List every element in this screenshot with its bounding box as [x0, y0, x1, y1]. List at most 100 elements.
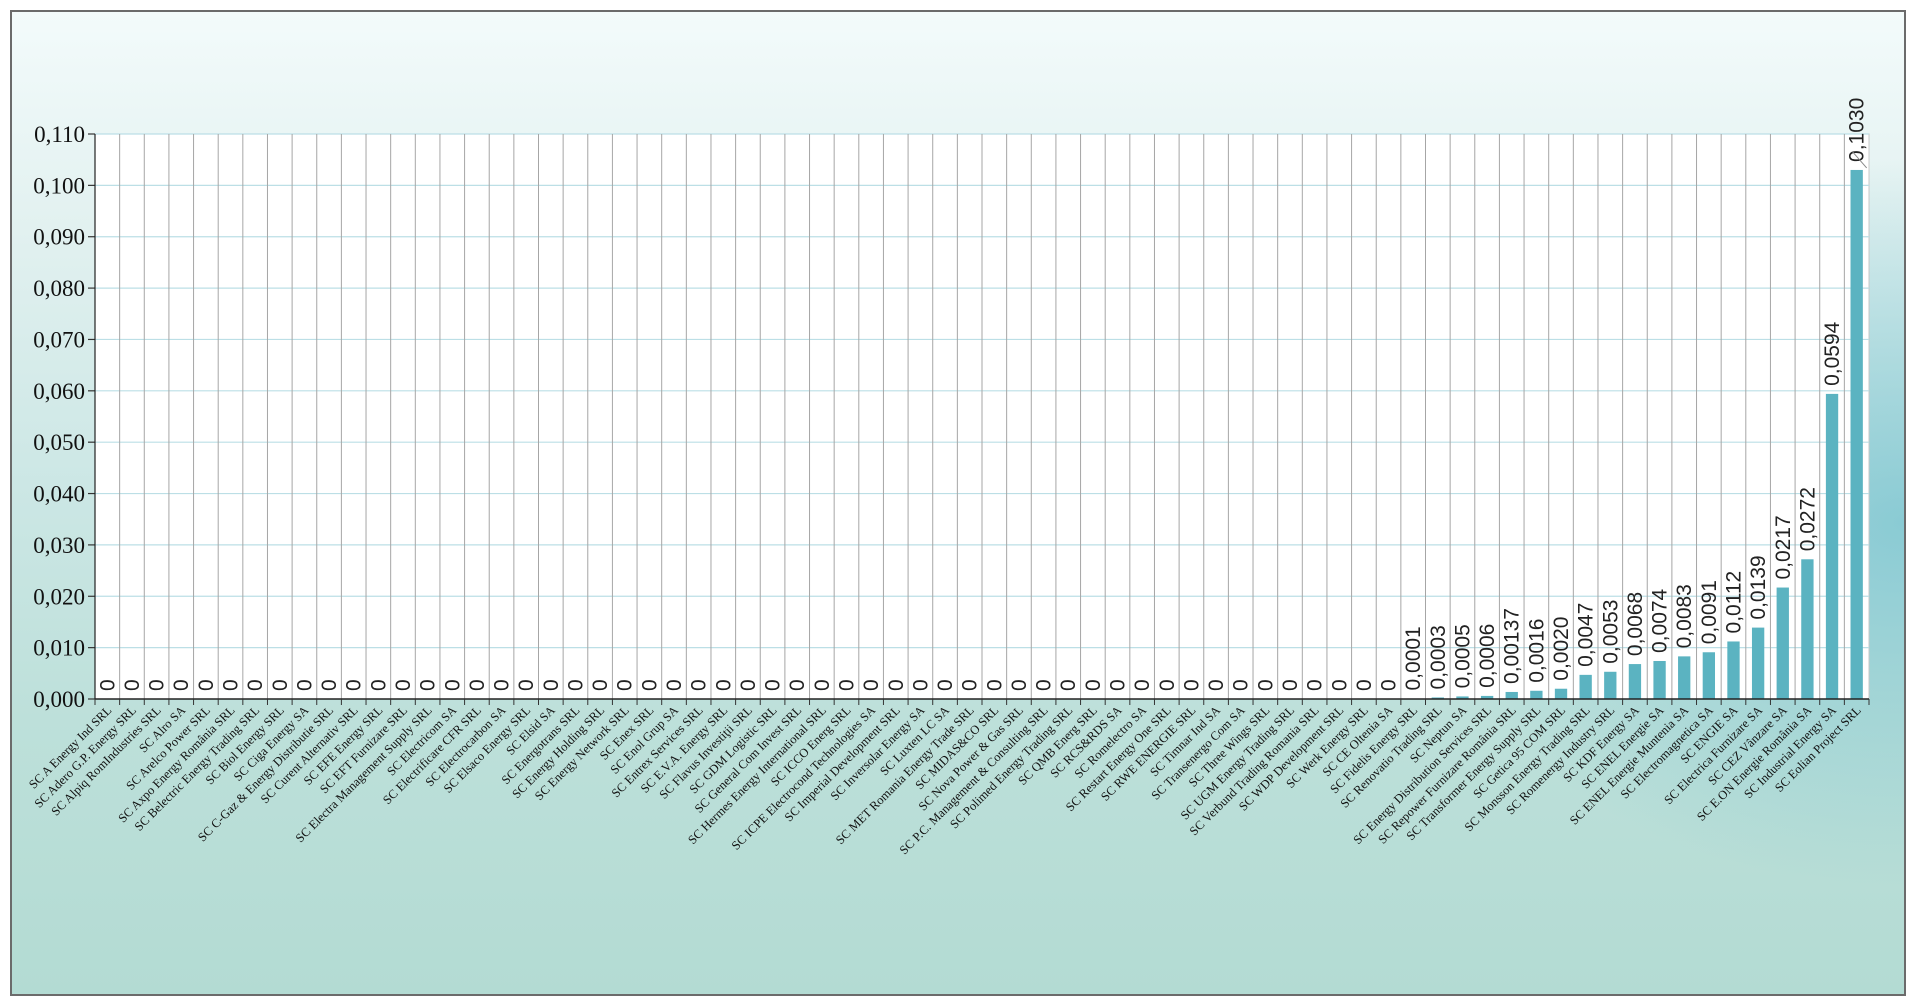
data-label: 0 [244, 679, 267, 691]
data-label: 0,0003 [1427, 625, 1450, 689]
data-label: 0 [1131, 679, 1154, 691]
category-separators [119, 134, 1845, 699]
bar [1505, 691, 1518, 699]
bar [1456, 696, 1469, 699]
data-label: 0 [1378, 679, 1401, 691]
data-label: 0,0053 [1599, 600, 1622, 664]
data-label: 0 [1353, 679, 1376, 691]
bar [1825, 393, 1839, 699]
y-tick-label: 0,000 [33, 687, 85, 712]
data-label: 0 [96, 679, 119, 691]
data-label: 0 [1107, 679, 1130, 691]
data-label: 0,0272 [1796, 487, 1819, 551]
bar [1653, 660, 1666, 699]
bar [1554, 688, 1568, 699]
data-label: 0,0112 [1722, 571, 1745, 634]
data-label: 0 [1156, 679, 1179, 691]
data-label: 0 [121, 679, 144, 691]
data-label: 0,0047 [1575, 603, 1598, 667]
bar [1579, 674, 1592, 699]
data-label: 0 [170, 679, 193, 691]
bar [1604, 671, 1617, 699]
bar [1776, 587, 1789, 699]
data-label: 0 [540, 679, 563, 691]
data-label: 0,0083 [1673, 584, 1696, 648]
bar [1727, 641, 1740, 699]
data-label: 0,0074 [1649, 588, 1672, 653]
data-label: 0 [614, 679, 637, 691]
bar [1751, 627, 1765, 699]
data-label: 0 [195, 679, 218, 691]
data-label: 0,0091 [1698, 580, 1721, 644]
data-label: 0 [367, 679, 390, 691]
y-tick-label: 0,050 [33, 430, 85, 455]
data-label: 0 [663, 679, 686, 691]
data-label: 0 [786, 679, 809, 691]
data-label: 0 [688, 679, 711, 691]
data-label: 0 [737, 679, 760, 691]
data-label: 0,00137 [1501, 608, 1524, 684]
data-label: 0,0139 [1747, 555, 1770, 619]
bar [1480, 695, 1494, 699]
data-label: 0 [1008, 679, 1031, 691]
y-tick-label: 0,020 [33, 584, 85, 609]
data-label: 0 [983, 679, 1006, 691]
data-label: 0,1030 [1846, 98, 1869, 162]
data-label: 0 [860, 679, 883, 691]
data-label: 0,0005 [1451, 624, 1474, 688]
data-label: 0 [441, 679, 464, 691]
data-label: 0 [564, 679, 587, 691]
bar [1702, 652, 1716, 699]
data-label: 0 [811, 679, 834, 691]
data-label: 0,0006 [1476, 624, 1499, 688]
data-label: 0 [318, 679, 341, 691]
data-label: 0,0594 [1821, 321, 1844, 386]
data-label: 0 [1254, 679, 1277, 691]
data-label: 0 [220, 679, 243, 691]
data-label: 0 [392, 679, 415, 691]
data-label: 0,0217 [1772, 515, 1795, 579]
data-label: 0 [1279, 679, 1302, 691]
bar [1628, 664, 1642, 699]
data-label: 0,0068 [1624, 592, 1647, 656]
data-label: 0 [934, 679, 957, 691]
y-tick-label: 0,090 [33, 225, 85, 250]
data-label: 0 [712, 679, 735, 691]
data-label: 0 [1230, 679, 1253, 691]
data-label: 0 [885, 679, 908, 691]
y-tick-label: 0,070 [33, 327, 85, 352]
data-label: 0 [343, 679, 366, 691]
data-label: 0 [1180, 679, 1203, 691]
data-label: 0 [638, 679, 661, 691]
data-label: 0 [1304, 679, 1327, 691]
data-label: 0 [1082, 679, 1105, 691]
y-tick-label: 0,110 [34, 122, 85, 147]
bar [1678, 656, 1691, 699]
y-tick-label: 0,080 [33, 276, 85, 301]
data-label: 0 [959, 679, 982, 691]
data-label: 0,0016 [1525, 619, 1548, 683]
data-label: 0 [417, 679, 440, 691]
data-label: 0,0001 [1402, 626, 1425, 690]
data-label: 0 [1205, 679, 1228, 691]
y-tick-label: 0,060 [33, 379, 85, 404]
bar [1530, 690, 1543, 699]
data-label: 0 [1033, 679, 1056, 691]
data-label: 0 [1328, 679, 1351, 691]
axes [88, 133, 1870, 705]
y-tick-label: 0,010 [33, 636, 85, 661]
y-tick-label: 0,100 [33, 173, 85, 198]
data-label: 0 [146, 679, 169, 691]
data-label: 0,0020 [1550, 616, 1573, 680]
data-label: 0 [1057, 679, 1080, 691]
y-tick-label: 0,030 [33, 533, 85, 558]
y-tick-label: 0,040 [33, 482, 85, 507]
data-label: 0 [269, 679, 292, 691]
data-label: 0 [466, 679, 489, 691]
data-label: 0 [589, 679, 612, 691]
data-label: 0 [762, 679, 785, 691]
label-leader-line [1852, 151, 1868, 169]
